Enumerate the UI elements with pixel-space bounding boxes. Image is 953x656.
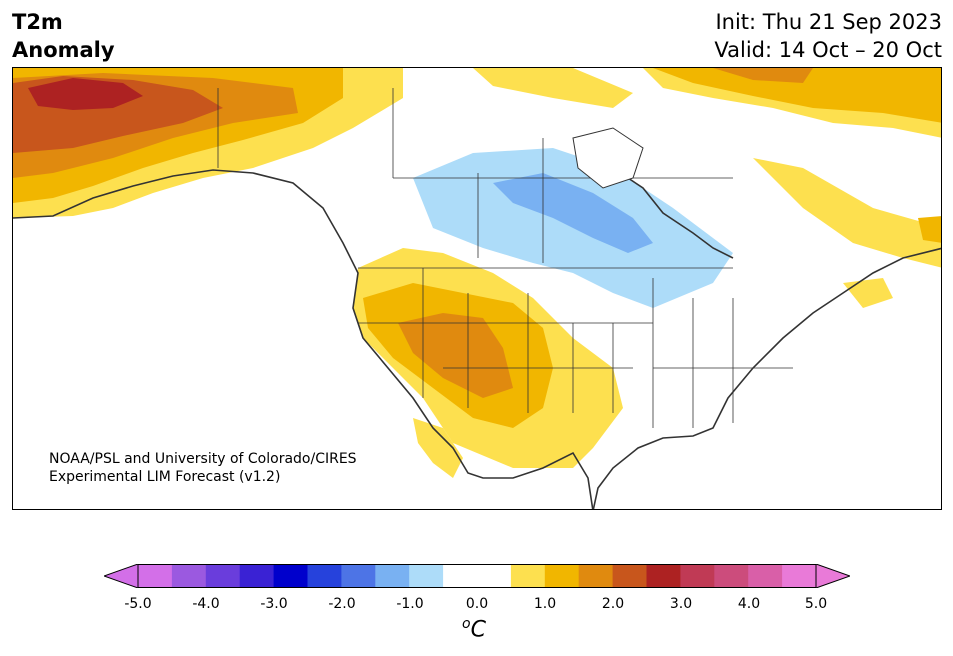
labrador-dark [918,216,941,243]
colorbar-cell [544,564,580,588]
colorbar-ticks: -5.0 -4.0 -3.0 -2.0 -1.0 0.0 1.0 2.0 3.0… [0,596,953,616]
colorbar-cell [138,564,173,588]
unit-letter: C [470,617,486,643]
cb-tick: -4.0 [192,596,220,612]
colorbar-cell [477,564,512,588]
title-line-2: Anomaly [12,38,115,62]
map-title: T2m Anomaly [12,8,115,64]
greenland-yellow [653,68,941,123]
maritimes-yellow [843,278,893,308]
colorbar-outline [137,564,817,588]
cb-tick: 1.0 [533,596,557,612]
title-line-1: T2m [12,10,63,34]
colorbar-cell [578,564,614,588]
credit-line-2: Experimental LIM Forecast (v1.2) [49,469,281,485]
credit-line-1: NOAA/PSL and University of Colorado/CIRE… [49,451,357,467]
greenland-orange [713,68,813,83]
colorbar-cell [714,564,749,588]
colorbar-cell [510,564,546,588]
colorbar-cell [171,564,207,588]
colorbar-extend-low [104,564,139,588]
colorbar-unit: oC [462,616,486,642]
west-orange [398,313,513,398]
cb-tick: -1.0 [396,596,424,612]
hudson-bay [572,127,644,189]
colorbar-cells [138,564,817,588]
cb-tick: 0.0 [465,596,489,612]
colorbar-cell [307,564,342,588]
colorbar-cell [341,564,376,588]
map-canvas [13,68,941,509]
cb-tick: 5.0 [804,596,828,612]
colorbar-cell [273,564,308,588]
state-province-borders [217,88,793,428]
colorbar-cell [782,564,817,588]
cb-tick: 2.0 [601,596,625,612]
colorbar-extend-high [815,564,850,588]
credit-text: NOAA/PSL and University of Colorado/CIRE… [49,450,357,486]
cold-blue [493,173,653,253]
cb-tick: -3.0 [260,596,288,612]
colorbar-cell [375,564,410,588]
cb-tick: -5.0 [124,596,152,612]
unit-degree: o [462,616,471,632]
colorbar-cell [680,564,715,588]
colorbar-cell [205,564,241,588]
colorbar [104,564,850,588]
arctic-yellow-band [473,68,633,108]
init-date: Init: Thu 21 Sep 2023 [715,10,942,34]
labrador-yellow [753,158,941,268]
colorbar-cell [409,564,444,588]
colorbar-cell [612,564,647,588]
cb-tick: -2.0 [328,596,356,612]
forecast-dates: Init: Thu 21 Sep 2023 Valid: 14 Oct – 20… [714,8,942,64]
cb-tick: 3.0 [669,596,693,612]
valid-range: Valid: 14 Oct – 20 Oct [714,38,942,62]
colorbar-cell [443,564,478,588]
baja-yellow [413,418,463,478]
colorbar-cell [646,564,681,588]
colorbar-cell [239,564,275,588]
anomaly-map [12,67,942,510]
alaska-red [28,78,143,110]
colorbar-cell [748,564,783,588]
cb-tick: 4.0 [737,596,761,612]
